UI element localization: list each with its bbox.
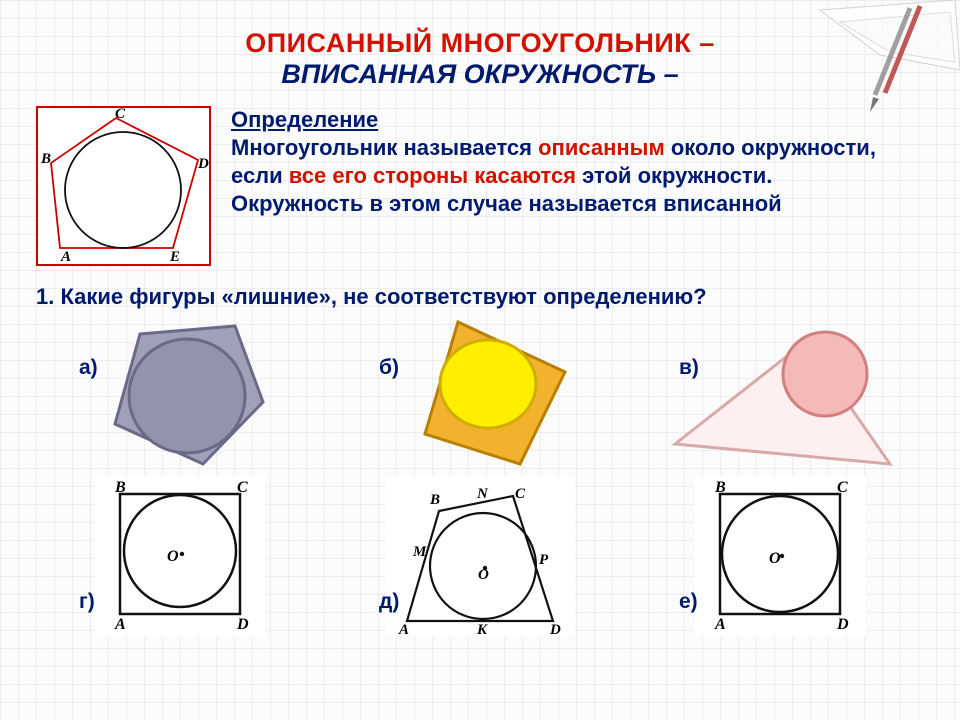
svg-text:O: O [769,550,781,567]
svg-text:K: K [476,622,488,636]
svg-text:A: A [398,622,409,636]
svg-text:B: B [40,151,51,167]
figure-d: д) O A B C D M N P K [335,476,625,636]
figure-v: в) [635,314,925,474]
definition-heading: Определение [231,107,378,132]
figure-b: б) [335,314,625,474]
svg-text:A: A [114,616,126,633]
question-text: 1. Какие фигуры «лишние», не соответству… [0,266,960,310]
title-line-1: ОПИСАННЫЙ МНОГОУГОЛЬНИК – [40,28,920,59]
svg-text:M: M [412,544,427,560]
svg-text:N: N [476,486,489,502]
svg-text:C: C [515,486,526,502]
svg-text:O: O [167,548,179,565]
slide-title: ОПИСАННЫЙ МНОГОУГОЛЬНИК – ВПИСАННАЯ ОКРУ… [0,0,960,98]
svg-text:C: C [115,108,126,122]
svg-text:D: D [549,622,561,636]
definition-figure: A B C D E [36,106,211,266]
svg-text:O: O [478,567,489,583]
svg-text:D: D [836,616,849,633]
svg-text:B: B [114,479,126,496]
figure-e: е) O A B C D [635,476,925,636]
svg-text:D: D [197,156,209,172]
label-b: б) [379,356,399,380]
svg-text:P: P [539,552,549,568]
definition-text: Определение Многоугольник называется опи… [231,106,920,219]
svg-text:A: A [60,249,71,264]
svg-text:B: B [714,479,726,496]
svg-text:D: D [236,616,249,633]
svg-text:E: E [169,249,180,264]
figure-a: а) [35,314,325,474]
label-e: е) [679,590,698,614]
label-a: а) [79,356,98,380]
svg-text:C: C [237,479,248,496]
svg-text:C: C [837,479,848,496]
label-g: г) [79,590,95,614]
svg-text:B: B [429,492,440,508]
title-line-2: ВПИСАННАЯ ОКРУЖНОСТЬ – [40,59,920,90]
label-v: в) [679,356,699,380]
label-d: д) [379,590,399,614]
svg-text:A: A [714,616,726,633]
figure-g: г) O A B C D [35,476,325,636]
